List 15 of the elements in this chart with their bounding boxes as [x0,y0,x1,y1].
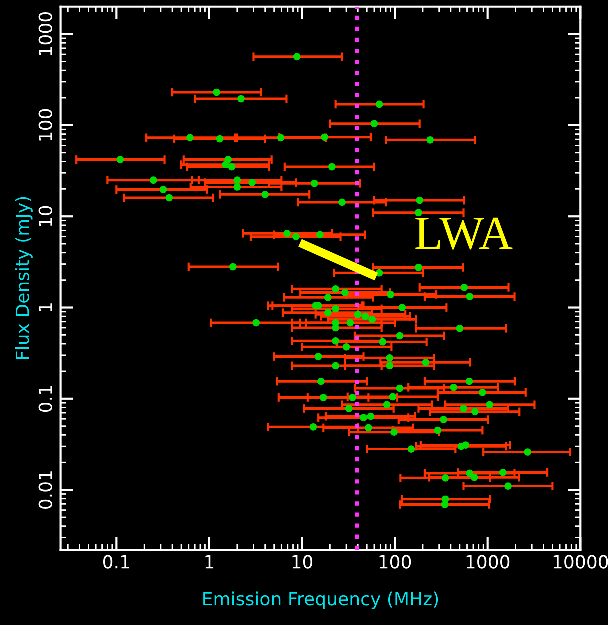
x-tick-label: 1 [206,555,214,569]
y-tick-label: 100 [38,109,52,141]
annotation: LWA [416,218,513,250]
x-axis-title: Emission Frequency (MHz) [204,592,438,610]
x-tick-label: 1000 [466,555,510,569]
x-tick-label: 10000 [554,555,608,569]
x-tick-label: 0.1 [104,555,130,569]
y-axis-title: Flux Density (mJy) [15,197,33,360]
y-tick-label: 1 [39,304,52,312]
y-tick-label: 1000 [38,12,52,56]
x-tick-label: 10 [292,555,313,569]
y-tick-label: 0.1 [38,386,52,412]
y-tick-label: 0.01 [38,472,52,509]
y-tick-label: 10 [38,206,52,226]
x-tick-label: 100 [380,555,412,569]
